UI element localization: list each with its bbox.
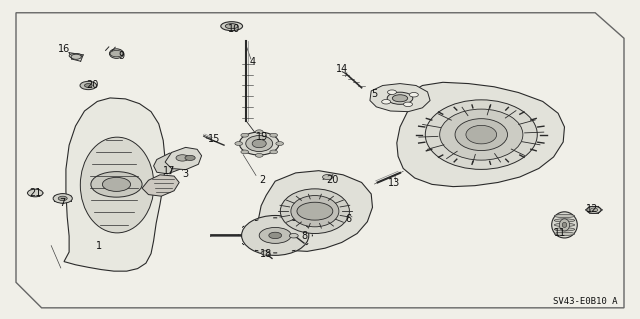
Polygon shape (306, 226, 308, 227)
Polygon shape (255, 220, 259, 221)
Circle shape (176, 155, 189, 161)
Polygon shape (306, 243, 308, 245)
Ellipse shape (81, 137, 154, 233)
Ellipse shape (563, 222, 567, 227)
Circle shape (261, 251, 270, 255)
Ellipse shape (552, 212, 577, 238)
Ellipse shape (559, 219, 570, 231)
Ellipse shape (225, 24, 238, 29)
Text: 12: 12 (586, 204, 598, 214)
Text: 5: 5 (371, 89, 378, 99)
Circle shape (185, 155, 195, 160)
Circle shape (410, 93, 419, 97)
Ellipse shape (466, 125, 497, 144)
Circle shape (102, 177, 131, 191)
Circle shape (388, 90, 397, 94)
Polygon shape (370, 84, 430, 112)
Circle shape (241, 133, 248, 137)
Circle shape (58, 196, 67, 201)
Circle shape (276, 142, 284, 145)
Text: 4: 4 (250, 57, 256, 67)
Circle shape (323, 174, 333, 180)
Text: 2: 2 (259, 175, 266, 185)
Text: 19: 19 (256, 132, 269, 142)
Circle shape (235, 142, 243, 145)
Ellipse shape (587, 206, 601, 213)
Text: 17: 17 (163, 166, 176, 176)
Circle shape (255, 153, 263, 157)
Ellipse shape (109, 49, 124, 58)
Circle shape (289, 234, 298, 238)
Text: 9: 9 (118, 51, 125, 61)
Text: 8: 8 (301, 231, 307, 241)
Text: 21: 21 (29, 188, 42, 198)
Text: 18: 18 (259, 249, 272, 259)
Circle shape (28, 189, 43, 197)
Ellipse shape (554, 232, 575, 235)
Circle shape (404, 102, 413, 107)
Ellipse shape (69, 54, 82, 58)
Ellipse shape (554, 228, 575, 231)
Polygon shape (242, 226, 244, 227)
Ellipse shape (387, 92, 413, 104)
Polygon shape (16, 13, 624, 308)
Ellipse shape (280, 189, 349, 234)
Ellipse shape (554, 219, 575, 222)
Ellipse shape (221, 22, 243, 31)
Text: 15: 15 (208, 134, 221, 144)
Circle shape (270, 133, 278, 137)
Text: 20: 20 (326, 175, 339, 185)
Ellipse shape (242, 216, 309, 255)
Polygon shape (154, 153, 184, 174)
Ellipse shape (291, 196, 339, 227)
Ellipse shape (246, 136, 273, 152)
Text: 14: 14 (336, 63, 349, 74)
Circle shape (241, 150, 248, 154)
Polygon shape (255, 250, 259, 251)
Text: 10: 10 (227, 24, 240, 34)
Polygon shape (259, 171, 372, 251)
Polygon shape (165, 147, 202, 170)
Polygon shape (142, 175, 179, 196)
Ellipse shape (554, 223, 575, 226)
Text: 13: 13 (387, 178, 400, 189)
Text: 1: 1 (96, 241, 102, 251)
Polygon shape (292, 250, 296, 251)
Circle shape (259, 227, 291, 243)
Ellipse shape (239, 132, 279, 155)
Circle shape (381, 100, 390, 104)
Text: 3: 3 (182, 169, 189, 179)
Polygon shape (397, 82, 564, 187)
Ellipse shape (554, 214, 575, 218)
Circle shape (71, 54, 81, 59)
Ellipse shape (425, 100, 538, 169)
Polygon shape (242, 243, 244, 245)
Ellipse shape (252, 139, 266, 148)
Circle shape (110, 50, 123, 57)
Circle shape (270, 150, 278, 154)
Circle shape (80, 81, 97, 90)
Polygon shape (64, 98, 165, 271)
Ellipse shape (455, 119, 508, 151)
Circle shape (84, 84, 92, 87)
Text: 7: 7 (60, 197, 66, 208)
Polygon shape (292, 220, 296, 221)
Circle shape (297, 202, 333, 220)
Text: 6: 6 (346, 213, 352, 224)
Ellipse shape (392, 95, 408, 102)
Text: 20: 20 (86, 79, 99, 90)
Text: SV43-E0B10 A: SV43-E0B10 A (553, 297, 618, 306)
Circle shape (269, 232, 282, 239)
Circle shape (590, 208, 598, 212)
Circle shape (53, 194, 72, 203)
Ellipse shape (440, 109, 523, 160)
Text: 11: 11 (554, 228, 566, 238)
Circle shape (91, 172, 142, 197)
Circle shape (255, 130, 263, 134)
Text: 16: 16 (58, 44, 70, 55)
